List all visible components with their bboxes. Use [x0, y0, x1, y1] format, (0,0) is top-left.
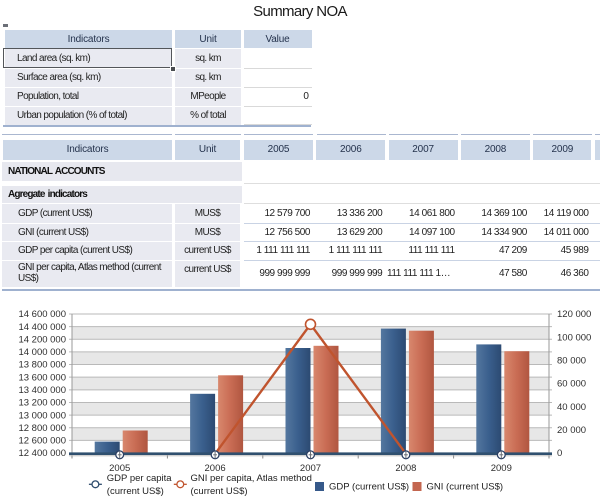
- svg-text:14 000 000: 14 000 000: [18, 347, 66, 358]
- svg-text:13 600 000: 13 600 000: [18, 372, 66, 383]
- svg-text:0: 0: [557, 448, 562, 459]
- svg-text:13 200 000: 13 200 000: [18, 398, 66, 409]
- svg-text:12 400 000: 12 400 000: [18, 448, 66, 459]
- svg-text:12 800 000: 12 800 000: [18, 423, 66, 434]
- svg-text:40 000: 40 000: [557, 402, 586, 413]
- svg-text:100 000: 100 000: [557, 332, 591, 343]
- svg-text:2008: 2008: [395, 463, 416, 474]
- svg-text:120 000: 120 000: [557, 309, 591, 320]
- svg-text:GDP per capita: GDP per capita: [107, 473, 172, 484]
- svg-text:14 200 000: 14 200 000: [18, 335, 66, 346]
- svg-text:GNI (current US$): GNI (current US$): [427, 482, 504, 493]
- svg-text:14 400 000: 14 400 000: [18, 322, 66, 333]
- svg-text:20 000: 20 000: [557, 425, 586, 436]
- svg-text:12 600 000: 12 600 000: [18, 436, 66, 447]
- svg-text:80 000: 80 000: [557, 356, 586, 367]
- svg-text:13 000 000: 13 000 000: [18, 410, 66, 421]
- svg-text:13 400 000: 13 400 000: [18, 385, 66, 396]
- svg-text:14 600 000: 14 600 000: [18, 309, 66, 320]
- svg-text:GDP (current US$): GDP (current US$): [329, 482, 409, 493]
- svg-text:13 800 000: 13 800 000: [18, 360, 66, 371]
- svg-text:2005: 2005: [109, 463, 130, 474]
- svg-text:2007: 2007: [300, 463, 321, 474]
- svg-text:2006: 2006: [205, 463, 226, 474]
- svg-text:GNI per capita, Atlas method: GNI per capita, Atlas method: [191, 473, 312, 484]
- svg-text:60 000: 60 000: [557, 379, 586, 390]
- svg-text:(current US$): (current US$): [191, 486, 248, 497]
- svg-text:2009: 2009: [491, 463, 512, 474]
- svg-text:(current US$): (current US$): [107, 486, 164, 497]
